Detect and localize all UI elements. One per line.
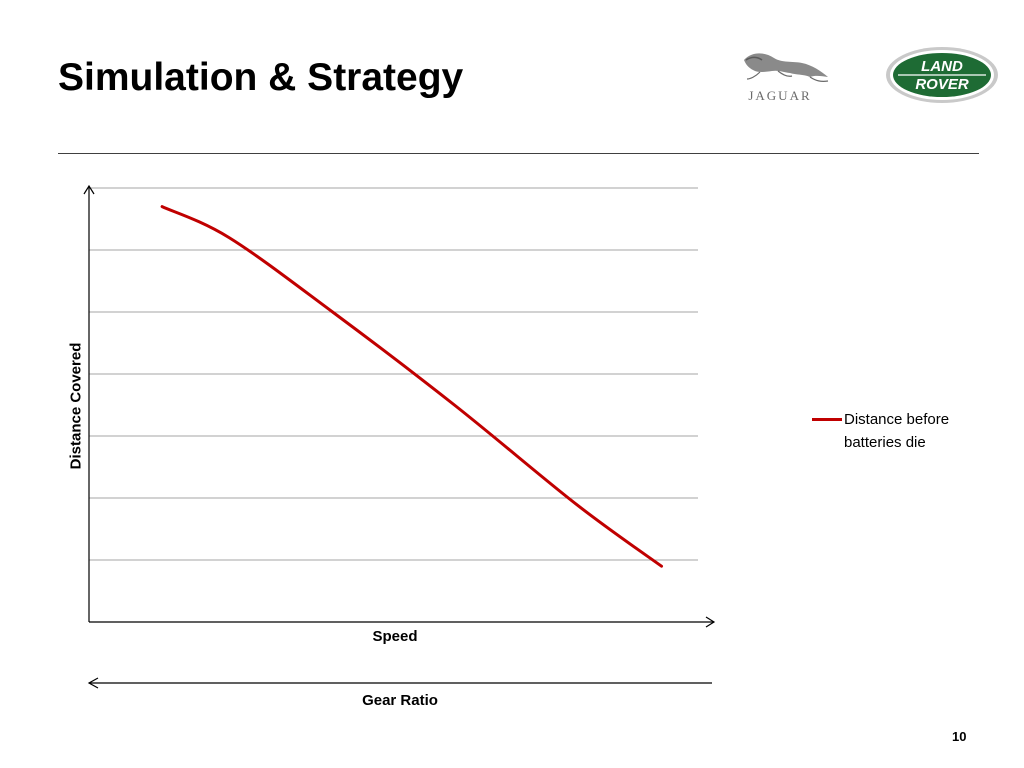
y-axis-arrow-icon bbox=[83, 184, 95, 195]
land-rover-word-1: LAND bbox=[921, 58, 963, 75]
land-rover-word-2: ROVER bbox=[915, 76, 969, 93]
chart-axes bbox=[83, 184, 716, 689]
y-axis-label: Distance Covered bbox=[67, 342, 85, 470]
x-axis-label: Speed bbox=[372, 628, 418, 645]
jaguar-logo: JAGUAR bbox=[744, 53, 829, 103]
chart-legend: Distance before batteries die bbox=[812, 408, 994, 454]
leaping-jaguar-icon bbox=[744, 53, 828, 77]
page-number: 10 bbox=[952, 729, 967, 744]
legend-swatch bbox=[812, 418, 842, 421]
gridlines bbox=[89, 187, 698, 561]
gear-ratio-arrow-icon bbox=[87, 677, 99, 689]
slide-title: Simulation & Strategy bbox=[58, 56, 464, 99]
series-line-0 bbox=[160, 205, 663, 568]
gear-ratio-label: Gear Ratio bbox=[362, 692, 438, 709]
header-divider bbox=[58, 153, 979, 154]
legend-entry-label: Distance before batteries die bbox=[844, 411, 950, 451]
x-axis-arrow-icon bbox=[705, 616, 716, 628]
land-rover-logo: LAND ROVER bbox=[886, 47, 998, 103]
series-layer bbox=[160, 205, 663, 568]
jaguar-wordmark: JAGUAR bbox=[748, 88, 811, 103]
